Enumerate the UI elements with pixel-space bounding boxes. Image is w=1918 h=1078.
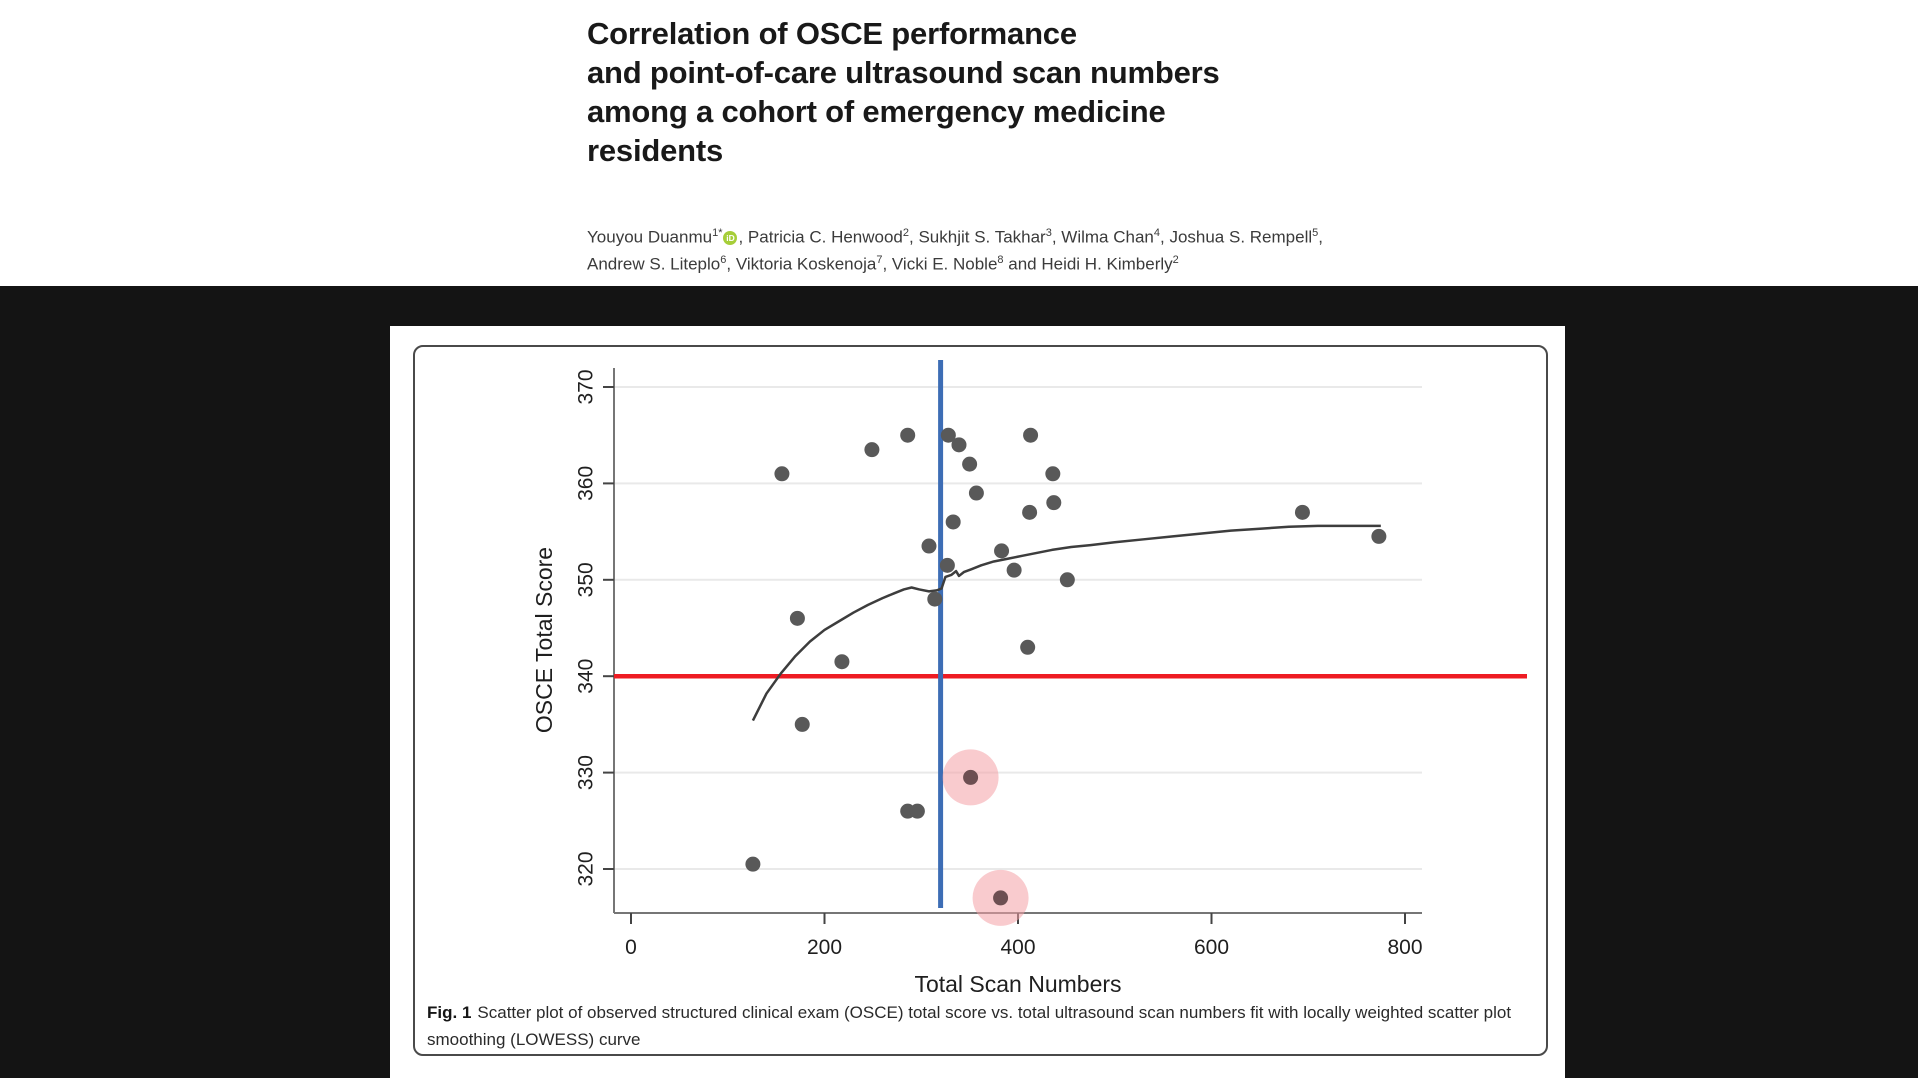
author-name: , Sukhjit S. Takhar bbox=[909, 227, 1046, 247]
figure-label: Fig. 1 bbox=[427, 1003, 472, 1022]
article-title-line-2: and point-of-care ultrasound scan number… bbox=[587, 55, 1220, 90]
article-title-line-4: residents bbox=[587, 133, 724, 168]
article-title-block: Correlation of OSCE performance and poin… bbox=[587, 14, 1220, 170]
author-list: Youyou Duanmu1* iD, Patricia C. Henwood2,… bbox=[587, 222, 1323, 275]
author-line-2: Andrew S. Liteplo6, Viktoria Koskenoja7,… bbox=[587, 249, 1323, 276]
author-name: , bbox=[1318, 227, 1323, 247]
author-affiliation-sup: 6 bbox=[720, 253, 727, 266]
figure-frame bbox=[413, 345, 1548, 1056]
author-name: , Viktoria Koskenoja bbox=[726, 254, 877, 274]
author-affiliation-sup: 5 bbox=[1312, 227, 1319, 239]
author-name: , Patricia C. Henwood bbox=[738, 227, 903, 247]
author-name: , Joshua S. Rempell bbox=[1160, 227, 1313, 247]
author-name: , Wilma Chan bbox=[1051, 227, 1154, 247]
orcid-icon[interactable]: iD bbox=[723, 230, 738, 245]
author-affiliation-sup: 8 bbox=[997, 253, 1004, 266]
author-name: Andrew S. Liteplo bbox=[587, 254, 721, 274]
author-affiliation-sup: 4 bbox=[1153, 227, 1160, 239]
author-affiliation-sup: 1* bbox=[712, 227, 723, 239]
figure-caption: Fig. 1 Scatter plot of observed structure… bbox=[427, 999, 1537, 1053]
figure-caption-text: Scatter plot of observed structured clin… bbox=[427, 1003, 1512, 1049]
article-title-line-1: Correlation of OSCE performance bbox=[587, 16, 1077, 51]
article-header-band bbox=[0, 0, 1918, 286]
article-title-line-3: among a cohort of emergency medicine bbox=[587, 94, 1166, 129]
author-name: Youyou Duanmu bbox=[587, 227, 713, 247]
author-line-1: Youyou Duanmu1* iD, Patricia C. Henwood2,… bbox=[587, 222, 1323, 249]
author-affiliation-sup: 2 bbox=[1172, 253, 1179, 266]
author-affiliation-sup: 2 bbox=[902, 227, 910, 239]
author-affiliation-sup: 3 bbox=[1045, 227, 1052, 239]
author-affiliation-sup: 7 bbox=[876, 253, 883, 266]
author-name: and Heidi H. Kimberly bbox=[1003, 254, 1173, 274]
author-name: , Vicki E. Noble bbox=[882, 254, 998, 274]
